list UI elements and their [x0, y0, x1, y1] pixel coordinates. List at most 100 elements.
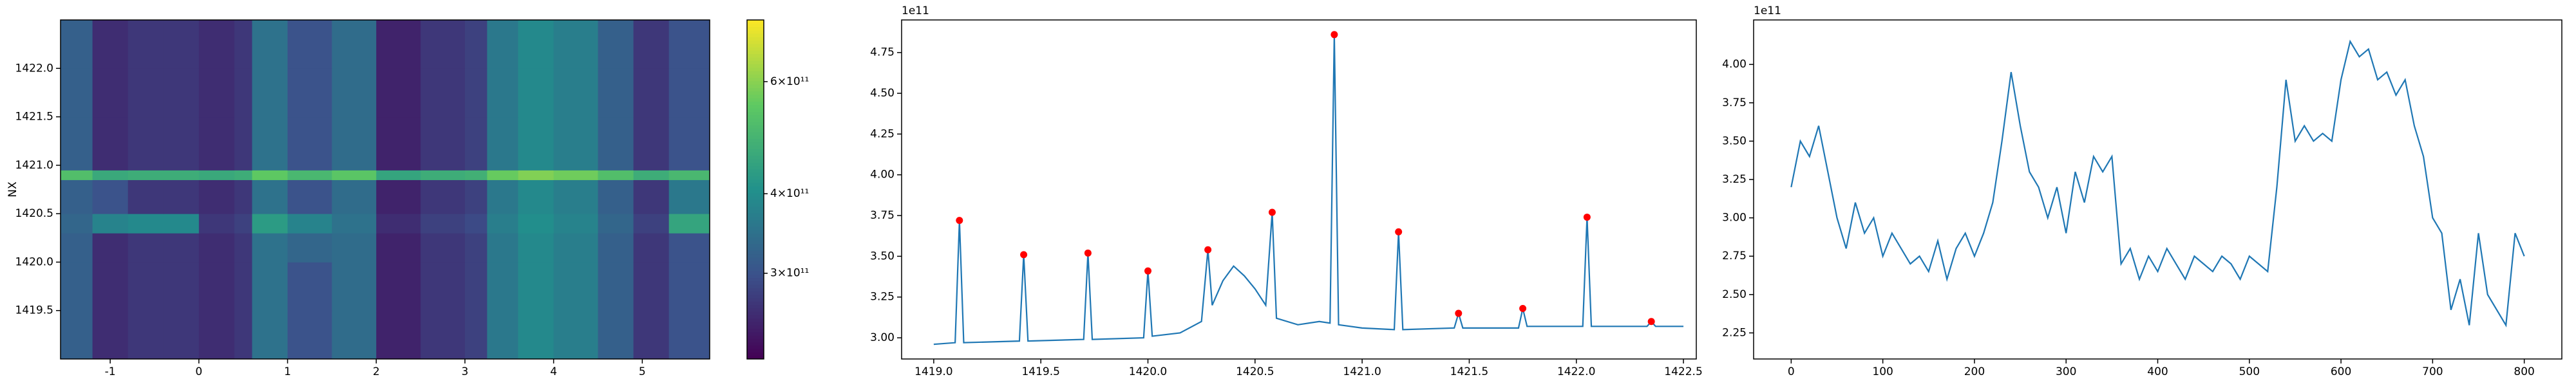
colorbar-tick-label: 6×10¹¹	[770, 75, 809, 88]
x-tick-label: 1422.0	[1557, 365, 1595, 378]
heatmap-cell	[332, 68, 377, 118]
x-tick-label: 2	[373, 365, 380, 378]
heatmap-cell	[633, 20, 670, 69]
colorbar-segment	[747, 234, 764, 237]
heatmap-cell	[598, 116, 634, 170]
colorbar-segment	[747, 155, 764, 160]
y-tick-label: 3.00	[870, 331, 895, 344]
heatmap-cell	[163, 170, 200, 180]
heatmap-cell	[198, 262, 235, 311]
y-tick-label: 1420.5	[15, 207, 53, 220]
colorbar-segment	[747, 23, 764, 28]
heatmap-cell	[376, 262, 421, 311]
colorbar-segment	[747, 203, 764, 207]
heatmap-cell	[487, 170, 519, 180]
colorbar-segment	[747, 247, 764, 251]
colorbar-segment	[747, 304, 764, 309]
colorbar-segment	[747, 243, 764, 248]
colorbar-segment	[747, 274, 764, 279]
peak-marker	[1455, 309, 1463, 317]
colorbar-segment	[747, 189, 764, 194]
heatmap-cell	[421, 170, 466, 180]
y-tick-label: 3.25	[870, 291, 895, 304]
heatmap-cell	[598, 20, 634, 69]
colorbar-segment	[747, 101, 764, 106]
heatmap-cell	[252, 262, 289, 311]
colorbar-segment	[747, 257, 764, 261]
heatmap-cell	[421, 20, 466, 69]
colorbar-segment	[747, 165, 764, 170]
colorbar-segment	[747, 291, 764, 295]
panel: 3×10¹¹ 4×10¹¹ 6×10¹¹ NX -1 0 1 2 3 4 5 1419.5 1420.0…	[6, 19, 809, 378]
heatmap-cell	[198, 116, 235, 170]
heatmap-cell	[598, 68, 634, 118]
heatmap-cell	[287, 179, 332, 214]
heatmap-cell	[332, 262, 377, 311]
y-offset-label: 1e11	[1754, 5, 1781, 17]
heatmap-cell	[332, 310, 377, 360]
heatmap-cell	[487, 233, 519, 262]
heatmap-cell	[487, 20, 519, 69]
heatmap-cell	[332, 20, 377, 69]
heatmap-cell	[128, 170, 164, 180]
peak-marker	[1395, 228, 1403, 235]
heatmap-cell	[598, 233, 634, 262]
heatmap-cell	[376, 68, 421, 118]
heatmap-cell	[128, 116, 164, 170]
heatmap-cell	[553, 68, 598, 118]
heatmap-cell	[163, 310, 200, 360]
colorbar-segment	[747, 94, 764, 98]
y-tick-label: 1419.5	[15, 304, 53, 317]
peak-marker	[1583, 214, 1591, 221]
colorbar-segment	[747, 74, 764, 78]
heatmap-cell	[633, 262, 670, 311]
colorbar-segment	[747, 122, 764, 125]
heatmap-cell	[464, 179, 488, 214]
colorbar-segment	[747, 108, 764, 112]
colorbar-segment	[747, 226, 764, 231]
heatmap-cell	[518, 310, 554, 360]
heatmap-cell	[553, 214, 598, 234]
heatmap-cell	[668, 170, 710, 180]
x-tick-label: 0	[195, 365, 202, 378]
colorbar-segment	[747, 169, 764, 173]
heatmap-cell	[518, 214, 554, 234]
colorbar-segment	[747, 40, 764, 44]
x-tick-label: 1419.5	[1021, 365, 1059, 378]
heatmap-cell	[287, 68, 332, 118]
colorbar-segment	[747, 47, 764, 51]
line-series	[1790, 39, 2525, 327]
colorbar-segment	[747, 138, 764, 143]
heatmap-cell	[332, 214, 377, 234]
heatmap-cell	[287, 116, 332, 170]
colorbar-segment	[747, 315, 764, 319]
y-tick-label: 1421.5	[15, 111, 53, 124]
colorbar-segment	[747, 294, 764, 299]
heatmap-cell	[332, 116, 377, 170]
heatmap-cell	[598, 179, 634, 214]
heatmap-cell	[198, 233, 235, 262]
heatmap-cell	[668, 20, 710, 69]
colorbar-segment	[747, 325, 764, 329]
colorbar-segment	[747, 280, 764, 285]
heatmap-cell	[487, 179, 519, 214]
colorbar-segment	[747, 67, 764, 71]
heatmap-cell	[668, 179, 710, 214]
colorbar-segment	[747, 186, 764, 190]
heatmap-cell	[464, 310, 488, 360]
heatmap-cell	[252, 170, 289, 180]
heatmap-cell	[128, 310, 164, 360]
y-tick-label: 4.00	[1722, 58, 1747, 71]
x-tick-label: 1420.0	[1129, 365, 1167, 378]
colorbar-segment	[747, 192, 764, 197]
heatmap-cell	[92, 214, 129, 234]
heatmap-cell	[464, 233, 488, 262]
heatmap-cell	[487, 214, 519, 234]
heatmap-cell	[518, 20, 554, 69]
heatmap-cell	[464, 116, 488, 170]
heatmap-cell	[287, 310, 332, 360]
heatmap-cell	[332, 170, 377, 180]
colorbar-segment	[747, 240, 764, 244]
colorbar-segment	[747, 230, 764, 234]
heatmap-cell	[128, 233, 164, 262]
